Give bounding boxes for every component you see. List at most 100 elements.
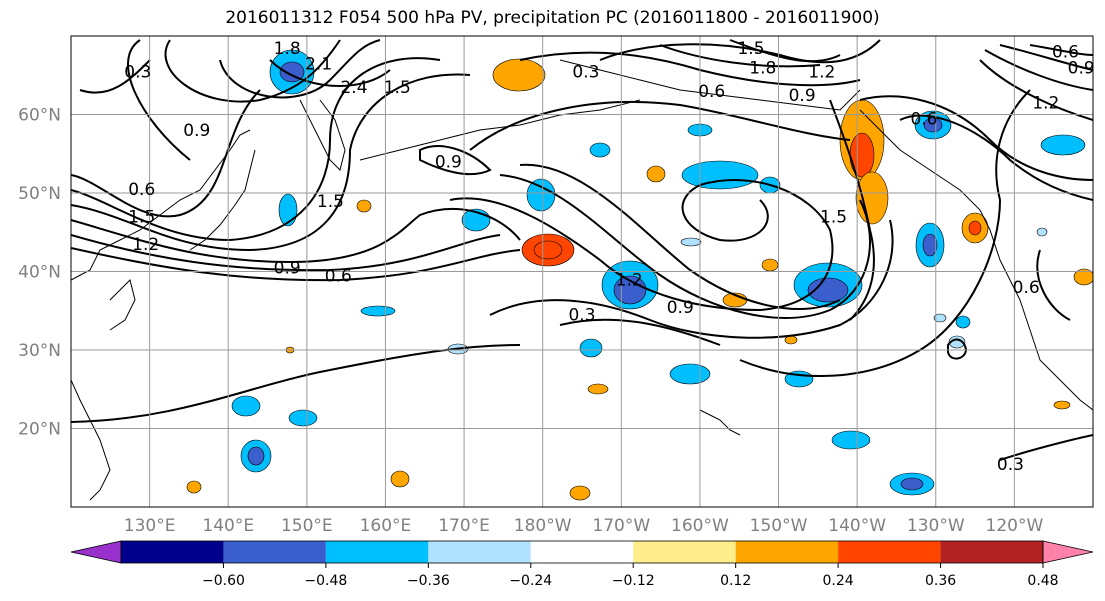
pv-contour-line (984, 49, 1093, 91)
pv-contour-line (1036, 249, 1071, 321)
lat-lon-grid (71, 36, 1093, 507)
colorbar-label: −0.36 (407, 573, 450, 589)
contour-label: 0.9 (1068, 58, 1095, 78)
contour-label: 0.9 (183, 121, 210, 141)
precipitation-shading (186, 49, 1093, 501)
precipitation-cell (247, 446, 265, 466)
pv-contour-line (71, 89, 261, 218)
coastline-hawaii (699, 409, 741, 436)
precipitation-cell (669, 363, 711, 385)
pv-contour-line (519, 163, 841, 310)
pv-contour-line (269, 59, 391, 87)
precipitation-cell (526, 178, 556, 212)
contour-label: 1.5 (384, 78, 411, 98)
colorbar-segment (838, 541, 941, 563)
precipitation-cell (855, 171, 889, 225)
precipitation-cell (1053, 400, 1071, 410)
contour-label: 0.3 (124, 62, 151, 82)
colorbar-label: −0.24 (509, 573, 552, 589)
contour-label: 1.2 (616, 270, 643, 290)
precipitation-cell (646, 165, 666, 183)
contour-label: 0.6 (910, 109, 937, 129)
pv-contour-line (419, 145, 492, 176)
pv-contour-line (1029, 44, 1093, 56)
precipitation-cell (680, 237, 702, 247)
longitude-labels: 130°E 140°E 150°E 160°E 170°E 180°W 170°W 160°W… (124, 516, 1044, 536)
contour-label: 0.9 (667, 298, 694, 318)
longitude-label: 180°W (514, 516, 572, 536)
longitude-label: 160°W (671, 516, 729, 536)
contour-label: 1.2 (132, 235, 159, 255)
precipitation-cell (922, 233, 938, 257)
precipitation-cell (807, 277, 849, 303)
colorbar-outline (120, 540, 1044, 564)
latitude-label: 20°N (18, 420, 61, 440)
precipitation-cell (849, 132, 875, 178)
pv-contour-line (979, 59, 1093, 121)
pv-contours (71, 39, 1093, 461)
coastline-korea (109, 279, 136, 331)
longitude-label: 130°W (907, 516, 965, 536)
map-title: 2016011312 F054 500 hPa PV, precipitatio… (225, 8, 880, 28)
pv-contour-line (71, 247, 521, 282)
pv-contour-line (79, 59, 151, 94)
precipitation-cell (761, 258, 779, 272)
precipitation-cell (231, 395, 261, 417)
contour-label: 2.4 (340, 78, 367, 98)
pv-contour-line (71, 344, 521, 423)
contour-label: 0.3 (572, 62, 599, 82)
colorbar-label: 0.36 (925, 573, 956, 589)
colorbar-label: −0.12 (612, 573, 655, 589)
precipitation-cell (186, 480, 202, 494)
contour-label: 1.5 (820, 208, 847, 228)
precipitation-cell (784, 335, 798, 345)
pv-contour-line (164, 39, 341, 103)
longitude-label: 160°E (360, 516, 412, 536)
colorbar-segment (121, 541, 224, 563)
precipitation-cell (1036, 227, 1048, 237)
pv-contour-line (127, 39, 191, 161)
pv-contour-line (71, 208, 521, 264)
contour-label: 1.5 (737, 39, 764, 59)
contour-label: 1.8 (274, 39, 301, 59)
contour-label: 0.6 (1052, 43, 1079, 63)
colorbar (70, 540, 1094, 564)
latitude-label: 40°N (18, 263, 61, 283)
pv-contour-line (71, 57, 441, 242)
colorbar-segment (735, 541, 839, 563)
colorbar-segment (940, 541, 1043, 563)
precipitation-cell (681, 160, 759, 190)
pv-contour-line (999, 44, 1093, 71)
colorbar-extend-high (1042, 540, 1094, 564)
latitude-label: 30°N (18, 341, 61, 361)
precipitation-cell (390, 470, 410, 488)
longitude-label: 150°W (750, 516, 808, 536)
colorbar-segment (428, 541, 531, 563)
pv-contour-line (559, 318, 721, 346)
precipitation-cell (589, 142, 611, 158)
precipitation-cell (1040, 134, 1086, 156)
pv-contour-line (859, 95, 1093, 181)
coastline-alaska (559, 59, 861, 111)
precipitation-cell (569, 485, 591, 501)
coastline-kamchatka (299, 99, 346, 171)
pv-contour-line (999, 434, 1093, 461)
plot-frame (70, 35, 1094, 508)
pv-contour-line (489, 219, 894, 339)
contour-labels: 0.31.82.12.4 1.50.90.61.51.21.50.90.9 0.60… (124, 39, 1094, 475)
longitude-label: 170°W (592, 516, 650, 536)
pv-contour-line (449, 179, 834, 312)
pv-contour-line (219, 39, 381, 99)
colorbar-label: −0.48 (304, 573, 347, 589)
colorbar-segment (223, 541, 326, 563)
precipitation-cell (933, 313, 947, 323)
pv-contour-line (71, 234, 501, 272)
colorbar-label: 0.48 (1027, 573, 1058, 589)
contour-label: 2.1 (305, 54, 332, 74)
contour-label: 1.2 (808, 62, 835, 82)
colorbar-label: −0.60 (202, 573, 245, 589)
precipitation-cell (579, 338, 603, 358)
colorbar-segment (633, 541, 736, 563)
contour-label: 0.6 (1013, 278, 1040, 298)
